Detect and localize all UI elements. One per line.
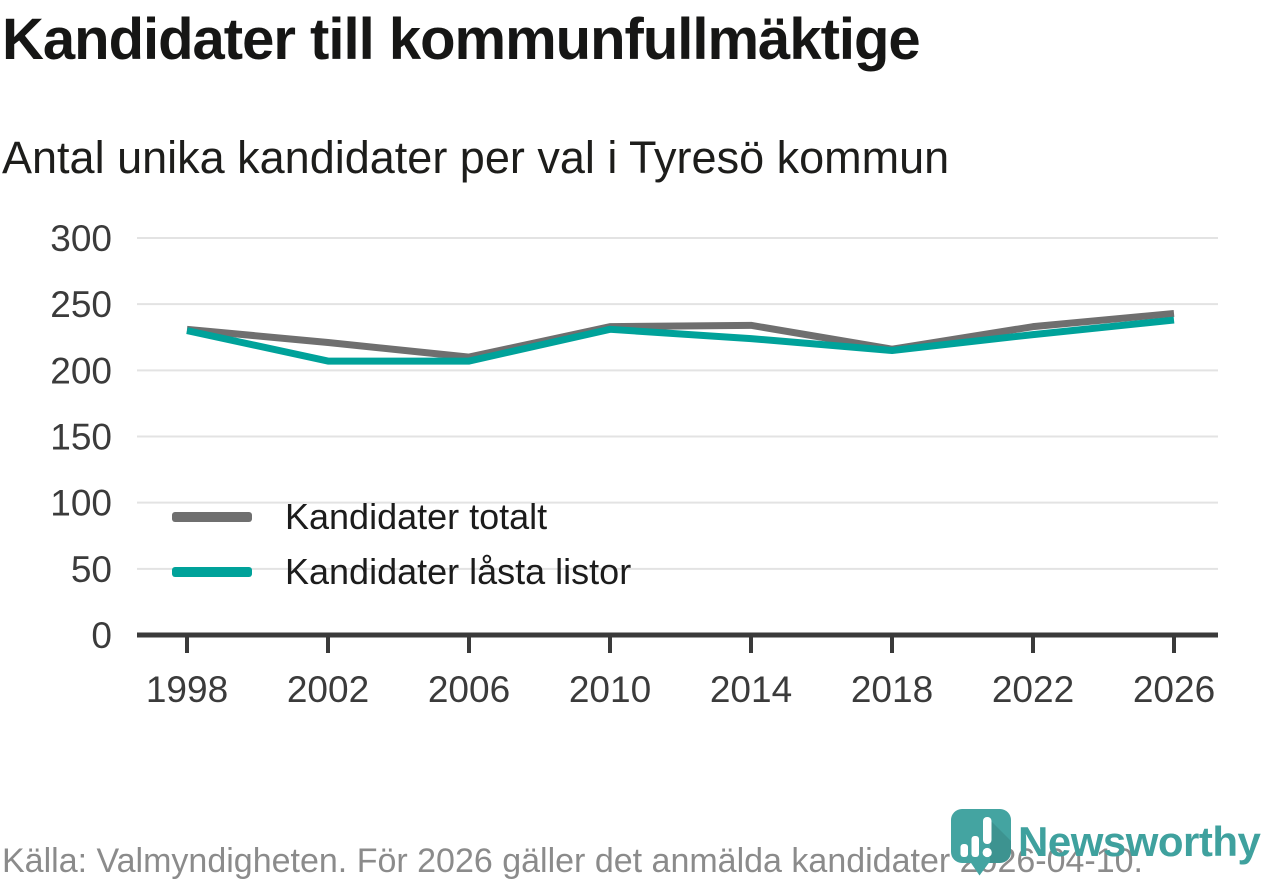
legend-label-total: Kandidater totalt	[285, 495, 548, 537]
bar-chart-glyph	[960, 817, 992, 858]
legend-swatch-total	[172, 511, 252, 522]
x-tick-label: 2006	[428, 669, 510, 710]
y-tick-label: 200	[50, 350, 112, 391]
x-tick-label: 1998	[146, 669, 228, 710]
legend-swatch-locked-lists	[172, 566, 252, 577]
y-tick-label: 250	[50, 284, 112, 325]
x-tick-label: 2022	[992, 669, 1074, 710]
page-subtitle: Antal unika kandidater per val i Tyresö …	[2, 132, 950, 183]
x-tick-label: 2018	[851, 669, 933, 710]
x-tick-label: 2026	[1133, 669, 1215, 710]
legend-item-locked-lists: Kandidater låsta listor	[172, 544, 631, 599]
series-line-0	[186, 309, 1175, 361]
y-tick-label: 50	[71, 549, 112, 590]
y-tick-label: 300	[50, 218, 112, 259]
newsworthy-logo-icon	[951, 809, 1011, 876]
x-tick-label: 2002	[287, 669, 369, 710]
x-tick-label: 2014	[710, 669, 792, 710]
y-tick-label: 150	[50, 417, 112, 458]
y-tick-label: 0	[91, 615, 112, 656]
series-line-1	[186, 316, 1175, 365]
newsworthy-branding: Newsworthy	[950, 808, 1261, 876]
legend-label-locked-lists: Kandidater låsta listor	[285, 550, 632, 592]
x-tick-label: 2010	[569, 669, 651, 710]
legend-item-total: Kandidater totalt	[172, 489, 631, 544]
y-tick-label: 100	[50, 483, 112, 524]
newsworthy-wordmark: Newsworthy	[1018, 818, 1261, 865]
page-title: Kandidater till kommunfullmäktige	[2, 7, 921, 72]
chart-legend: Kandidater totalt Kandidater låsta listo…	[172, 489, 631, 599]
